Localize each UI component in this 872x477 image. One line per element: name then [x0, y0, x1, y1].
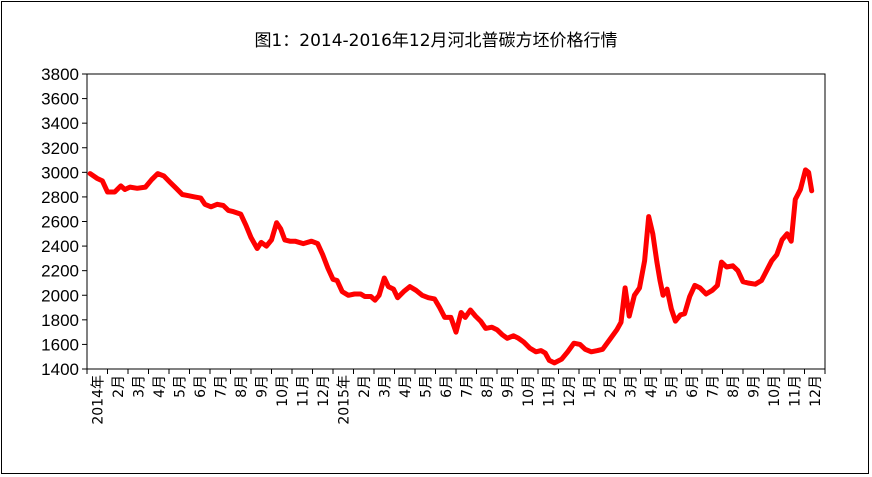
- x-tick-label: 10月: [767, 375, 783, 407]
- series-layer: [87, 167, 815, 366]
- x-tick-label: 8月: [480, 375, 496, 398]
- x-tick-label: 11月: [541, 375, 557, 407]
- y-tick-label: 1600: [41, 335, 79, 354]
- x-tick-label: 10月: [521, 375, 537, 407]
- x-tick-label: 3月: [623, 375, 639, 398]
- x-tick-label: 12月: [808, 375, 824, 407]
- x-tick-label: 7月: [705, 375, 721, 398]
- x-tick-label: 4月: [152, 375, 168, 398]
- x-tick-label: 11月: [787, 375, 803, 407]
- x-tick-label: 5月: [172, 375, 188, 398]
- x-tick-label: 6月: [193, 375, 209, 398]
- y-tick-label: 3000: [41, 163, 79, 182]
- y-tick-label: 1400: [41, 360, 79, 379]
- x-tick-label: 3月: [377, 375, 393, 398]
- y-tick-label: 2400: [41, 237, 79, 256]
- y-tick-label: 3600: [41, 90, 79, 109]
- x-tick-label: 5月: [418, 375, 434, 398]
- x-tick-label: 1月: [582, 375, 598, 398]
- x-tick-label: 6月: [685, 375, 701, 398]
- y-tick-label: 2600: [41, 213, 79, 232]
- series-line-0: [87, 167, 815, 366]
- x-tick-label: 9月: [500, 375, 516, 398]
- y-axis-ticks: 3800 3600 3400 3200 3000 2800 2600 2400 2200 2000…: [41, 65, 87, 379]
- x-tick-label: 2月: [111, 375, 127, 398]
- x-tick-label: 8月: [726, 375, 742, 398]
- y-tick-label: 2000: [41, 286, 79, 305]
- x-tick-label: 6月: [439, 375, 455, 398]
- y-tick-label: 1800: [41, 311, 79, 330]
- x-tick-label: 2014年: [90, 375, 106, 425]
- x-tick-label: 10月: [275, 375, 291, 407]
- x-tick-label: 2015年: [336, 375, 352, 425]
- y-tick-label: 3400: [41, 114, 79, 133]
- x-tick-label: 3月: [131, 375, 147, 398]
- y-tick-label: 3800: [41, 65, 79, 84]
- x-tick-label: 7月: [459, 375, 475, 398]
- x-tick-label: 2月: [357, 375, 373, 398]
- x-tick-label: 12月: [562, 375, 578, 407]
- x-tick-label: 9月: [254, 375, 270, 398]
- x-tick-label: 2月: [603, 375, 619, 398]
- y-tick-label: 2800: [41, 188, 79, 207]
- x-tick-label: 5月: [664, 375, 680, 398]
- chart-title: 图1：2014-2016年12月河北普碳方坯价格行情: [254, 31, 618, 51]
- x-axis-ticks: 2014年 2月 3月 4月 5月 6月 7月 8月 9月 10月 11月 12月 2015年 2月 3月 4…: [86, 369, 826, 425]
- y-tick-label: 2200: [41, 262, 79, 281]
- x-tick-label: 8月: [234, 375, 250, 398]
- x-tick-label: 12月: [316, 375, 332, 407]
- x-tick-label: 7月: [213, 375, 229, 398]
- x-tick-label: 4月: [398, 375, 414, 398]
- x-tick-label: 4月: [644, 375, 660, 398]
- y-tick-label: 3200: [41, 139, 79, 158]
- x-tick-label: 9月: [746, 375, 762, 398]
- x-tick-label: 11月: [295, 375, 311, 407]
